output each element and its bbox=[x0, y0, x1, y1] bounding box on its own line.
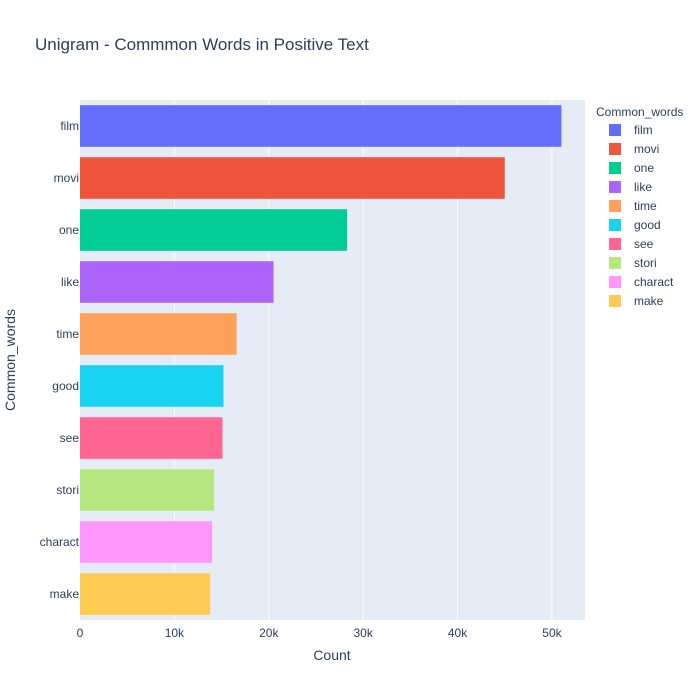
legend-swatch bbox=[609, 124, 621, 136]
legend-swatch bbox=[609, 162, 621, 174]
legend-item-see[interactable]: see bbox=[609, 237, 654, 251]
legend-item-time[interactable]: time bbox=[609, 199, 657, 213]
bar-movi[interactable] bbox=[80, 157, 505, 199]
bar-time[interactable] bbox=[80, 313, 237, 355]
bars bbox=[80, 105, 562, 615]
x-axis-title: Count bbox=[313, 647, 350, 663]
bar-make[interactable] bbox=[80, 573, 211, 615]
legend-title: Common_words bbox=[596, 105, 683, 119]
legend-item-stori[interactable]: stori bbox=[609, 256, 657, 270]
bar-film[interactable] bbox=[80, 105, 562, 147]
legend-item-one[interactable]: one bbox=[609, 161, 654, 175]
legend-item-like[interactable]: like bbox=[609, 180, 652, 194]
legend-swatch bbox=[609, 200, 621, 212]
legend-label: movi bbox=[634, 142, 659, 156]
x-tick-label: 20k bbox=[259, 626, 279, 640]
y-tick-label: stori bbox=[56, 483, 79, 497]
y-tick-label: make bbox=[50, 587, 80, 601]
bar-one[interactable] bbox=[80, 209, 348, 251]
x-tick-label: 0 bbox=[77, 626, 84, 640]
y-tick-label: see bbox=[60, 431, 80, 445]
x-tick-label: 40k bbox=[448, 626, 468, 640]
legend-swatch bbox=[609, 295, 621, 307]
bar-like[interactable] bbox=[80, 261, 274, 303]
legend-item-good[interactable]: good bbox=[609, 218, 661, 232]
x-tick-label: 50k bbox=[542, 626, 562, 640]
legend-label: see bbox=[634, 237, 654, 251]
legend-item-movi[interactable]: movi bbox=[609, 142, 659, 156]
legend-label: like bbox=[634, 180, 652, 194]
bar-see[interactable] bbox=[80, 417, 223, 459]
y-tick-label: one bbox=[59, 223, 79, 237]
legend-label: stori bbox=[634, 256, 657, 270]
legend-swatch bbox=[609, 143, 621, 155]
legend-swatch bbox=[609, 276, 621, 288]
legend-label: make bbox=[634, 294, 664, 308]
legend-item-charact[interactable]: charact bbox=[609, 275, 674, 289]
legend-label: film bbox=[634, 123, 653, 137]
y-tick-label: time bbox=[56, 327, 79, 341]
legend: Common_words film movi one like time good see s… bbox=[596, 105, 683, 308]
x-tick-labels: 0 10k 20k 30k 40k 50k bbox=[77, 626, 563, 640]
legend-swatch bbox=[609, 181, 621, 193]
bar-good[interactable] bbox=[80, 365, 224, 407]
chart-title: Unigram - Commmon Words in Positive Text bbox=[35, 35, 369, 54]
y-tick-label: film bbox=[60, 119, 79, 133]
legend-label: time bbox=[634, 199, 657, 213]
y-tick-labels: film movi one like time good see stori charact ma… bbox=[40, 119, 80, 601]
y-tick-label: good bbox=[52, 379, 79, 393]
legend-swatch bbox=[609, 219, 621, 231]
legend-swatch bbox=[609, 238, 621, 250]
legend-label: charact bbox=[634, 275, 674, 289]
legend-label: good bbox=[634, 218, 661, 232]
y-tick-label: like bbox=[61, 275, 79, 289]
legend-item-make[interactable]: make bbox=[609, 294, 664, 308]
legend-label: one bbox=[634, 161, 654, 175]
x-tick-label: 10k bbox=[165, 626, 185, 640]
y-axis-title: Common_words bbox=[2, 309, 18, 411]
legend-swatch bbox=[609, 257, 621, 269]
bar-stori[interactable] bbox=[80, 469, 215, 511]
x-tick-label: 30k bbox=[353, 626, 373, 640]
y-tick-label: charact bbox=[40, 535, 80, 549]
legend-item-film[interactable]: film bbox=[609, 123, 653, 137]
y-tick-label: movi bbox=[54, 171, 79, 185]
bar-charact[interactable] bbox=[80, 521, 213, 563]
